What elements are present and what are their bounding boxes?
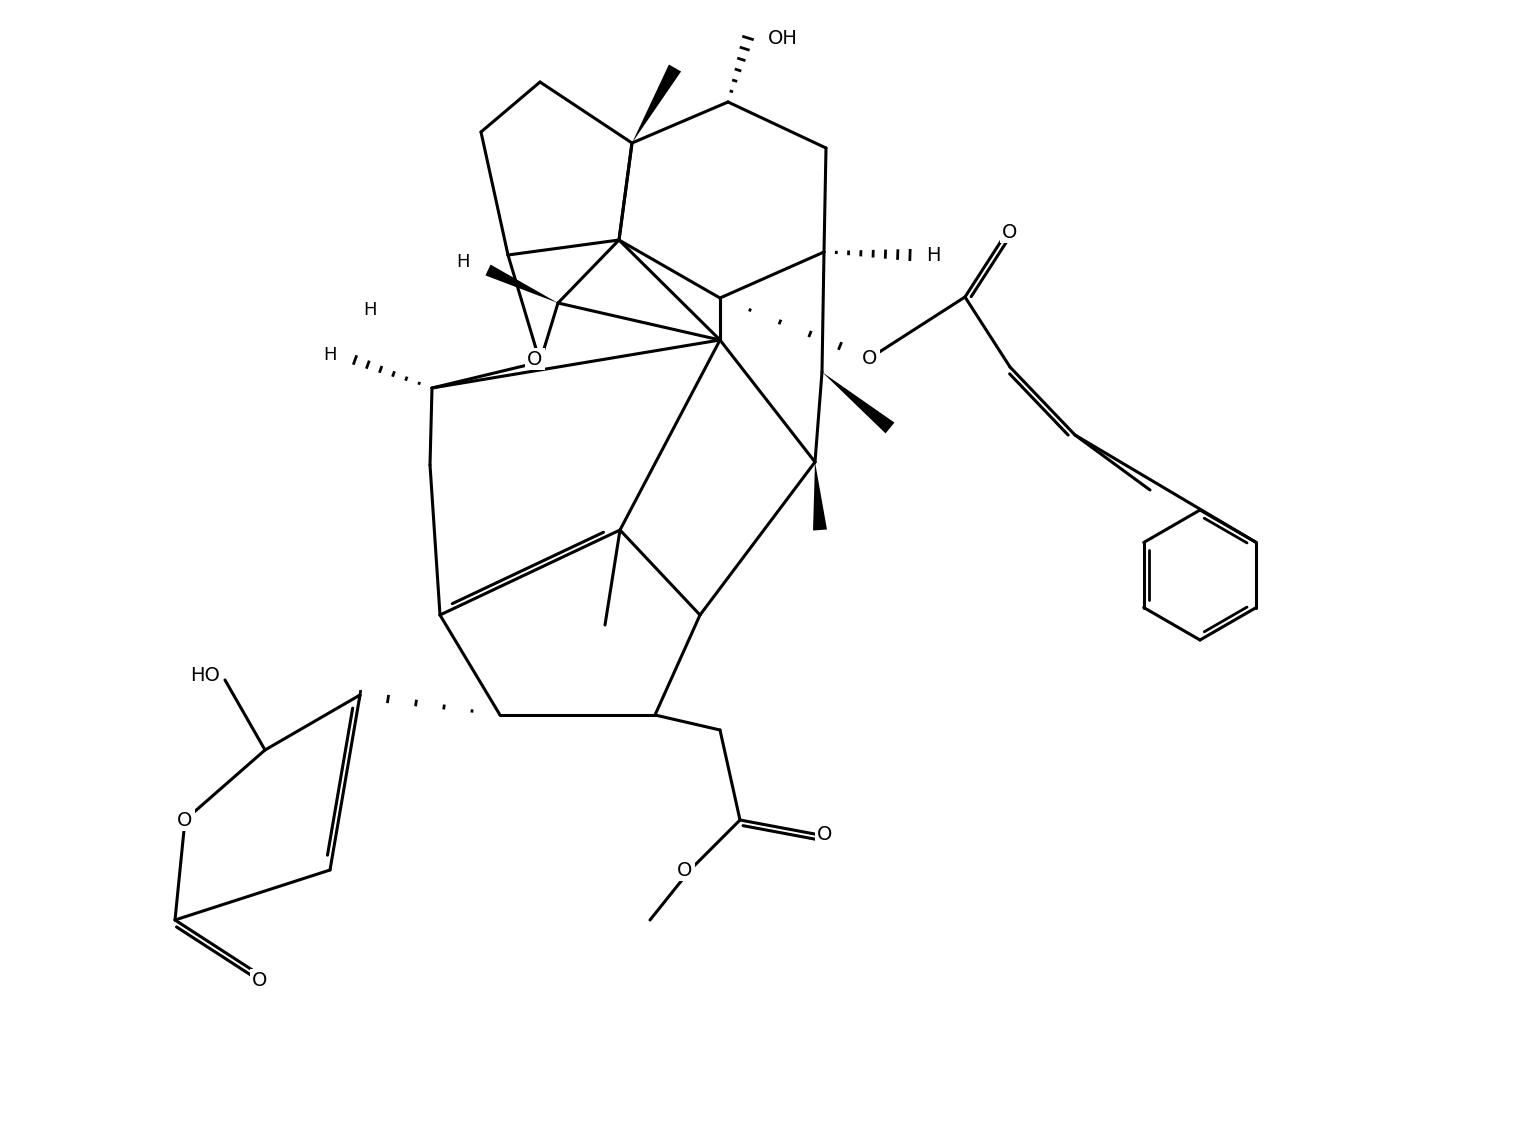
Text: O: O [1002, 223, 1017, 242]
Text: O: O [678, 860, 693, 879]
Polygon shape [632, 65, 681, 143]
Text: H: H [926, 245, 940, 265]
Text: OH: OH [769, 28, 797, 48]
Text: O: O [817, 826, 832, 844]
Polygon shape [813, 462, 828, 531]
Text: HO: HO [190, 666, 220, 685]
Polygon shape [485, 265, 558, 303]
Text: H: H [323, 346, 337, 364]
Text: O: O [177, 810, 193, 829]
Text: O: O [252, 970, 268, 989]
Polygon shape [822, 371, 894, 434]
Text: O: O [528, 350, 543, 368]
Text: O: O [863, 349, 878, 368]
Text: H: H [456, 253, 470, 272]
Text: H: H [364, 301, 377, 319]
